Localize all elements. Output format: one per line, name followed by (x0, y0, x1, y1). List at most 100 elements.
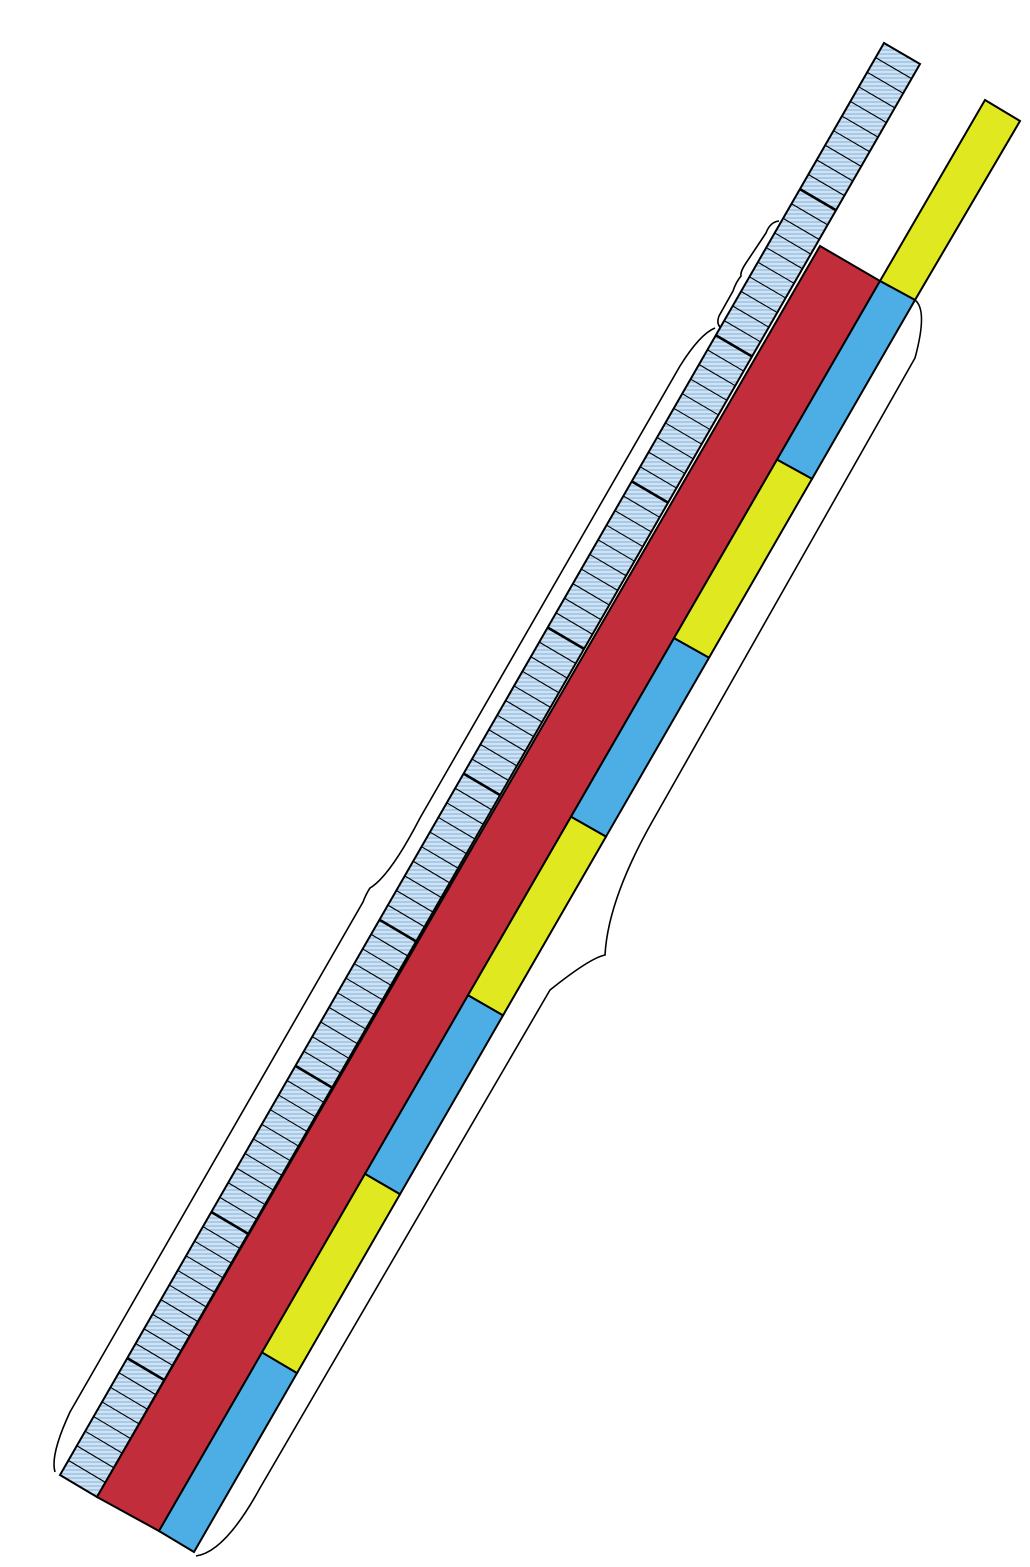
ruler-tick (623, 495, 660, 518)
ruler-tick (68, 1459, 106, 1483)
ruler-tick (824, 144, 862, 167)
ruler-tick (93, 1416, 131, 1439)
ruler-major-tick (294, 1064, 333, 1089)
ruler-major-tick (715, 334, 753, 358)
ruler-tick (160, 1299, 199, 1323)
ruler-tick (875, 57, 912, 80)
segment-strip (157, 98, 1022, 1554)
ruler-strip (58, 41, 922, 1499)
ruler-tick (446, 802, 484, 825)
ruler-tick (866, 71, 904, 94)
ruler-tick (782, 217, 820, 240)
ruler-tick (597, 539, 635, 562)
ruler-tick (681, 393, 719, 416)
ruler-tick (354, 963, 392, 986)
ruler-tick (454, 787, 492, 811)
ruler-tick (522, 670, 560, 694)
ruler-tick (387, 904, 425, 928)
ruler-tick (345, 977, 383, 1001)
ruler-tick (673, 407, 711, 431)
ruler-tick (480, 743, 518, 767)
ruler-tick (362, 948, 400, 972)
ruler-tick (858, 86, 896, 109)
ruler-tick (740, 290, 778, 314)
ruler-tick (143, 1328, 182, 1352)
ruler-tick (757, 261, 795, 284)
ruler-tick (513, 685, 551, 708)
ruler-major-tick (462, 772, 501, 797)
ruler-tick (269, 1109, 308, 1132)
ruler-tick (101, 1401, 140, 1425)
ruler-tick (665, 422, 702, 445)
ruler-tick (766, 247, 803, 270)
ruler-tick (261, 1123, 299, 1147)
ruler-tick (581, 568, 618, 591)
ruler-tick (530, 656, 568, 679)
ruler-tick (572, 583, 610, 606)
ruler-tick (177, 1269, 215, 1293)
ruler-tick (723, 320, 761, 343)
ruler-tick (816, 159, 854, 182)
ruler-tick (850, 100, 887, 123)
ruler-tick (320, 1021, 358, 1045)
long-right-brace (195, 299, 923, 1557)
ruler-tick (84, 1430, 123, 1454)
ruler-tick (185, 1255, 224, 1279)
ruler-tick (202, 1226, 241, 1249)
ruler-tick (496, 714, 534, 738)
segment-yellow-top (878, 98, 1022, 302)
ruler-tick (135, 1343, 173, 1366)
ruler-tick (606, 524, 644, 548)
ruler-tick (471, 758, 509, 781)
ruler-tick (538, 641, 576, 664)
ruler-tick (808, 174, 845, 197)
ruler-tick (328, 1006, 367, 1030)
ruler-tick (698, 363, 736, 387)
ruler-tick (278, 1094, 316, 1118)
ruler-tick (370, 933, 409, 957)
ruler-tick (589, 553, 627, 577)
main-bar (95, 244, 882, 1533)
ruler-tick (253, 1138, 291, 1162)
ruler-tick (404, 875, 442, 898)
ruler-tick (639, 466, 677, 489)
segment-blue-4 (157, 1351, 299, 1554)
ruler-tick (488, 729, 526, 752)
ruler-tick (648, 451, 686, 474)
ruler-tick (438, 816, 476, 840)
ruler-tick (656, 437, 694, 460)
ruler-tick (774, 232, 812, 255)
ruler-tick (412, 860, 450, 884)
ruler-tick (614, 510, 652, 533)
ruler-tick (707, 349, 744, 372)
ruler-tick (564, 597, 602, 621)
ruler-major-tick (631, 480, 669, 504)
ruler-tick (286, 1079, 325, 1103)
ruler-tick (841, 115, 879, 138)
ruler-tick (244, 1153, 283, 1176)
brace-group (53, 220, 923, 1557)
ruler-tick (555, 612, 593, 635)
ruler-tick (421, 846, 459, 869)
main-bar-group (95, 244, 882, 1533)
ruler-tick (110, 1386, 148, 1410)
ruler-tick (303, 1050, 341, 1074)
ruler-tick (337, 992, 375, 1015)
ruler-tick (152, 1313, 190, 1337)
ruler-tick (311, 1036, 350, 1059)
ruler-major-tick (126, 1356, 165, 1382)
ruler-major-tick (547, 626, 585, 651)
ruler-tick (791, 203, 828, 226)
ruler-tick (194, 1240, 232, 1264)
long-left-brace (53, 327, 716, 1473)
ruler-tick (690, 378, 728, 401)
ruler-tick (749, 276, 786, 299)
ruler-tick (76, 1445, 115, 1469)
small-left-brace (717, 220, 780, 329)
ruler-tick (227, 1182, 266, 1206)
ruler-tick (833, 130, 870, 153)
ruler-tick (169, 1284, 207, 1308)
ruler-major-tick (799, 188, 837, 212)
ruler-tick (118, 1372, 157, 1396)
